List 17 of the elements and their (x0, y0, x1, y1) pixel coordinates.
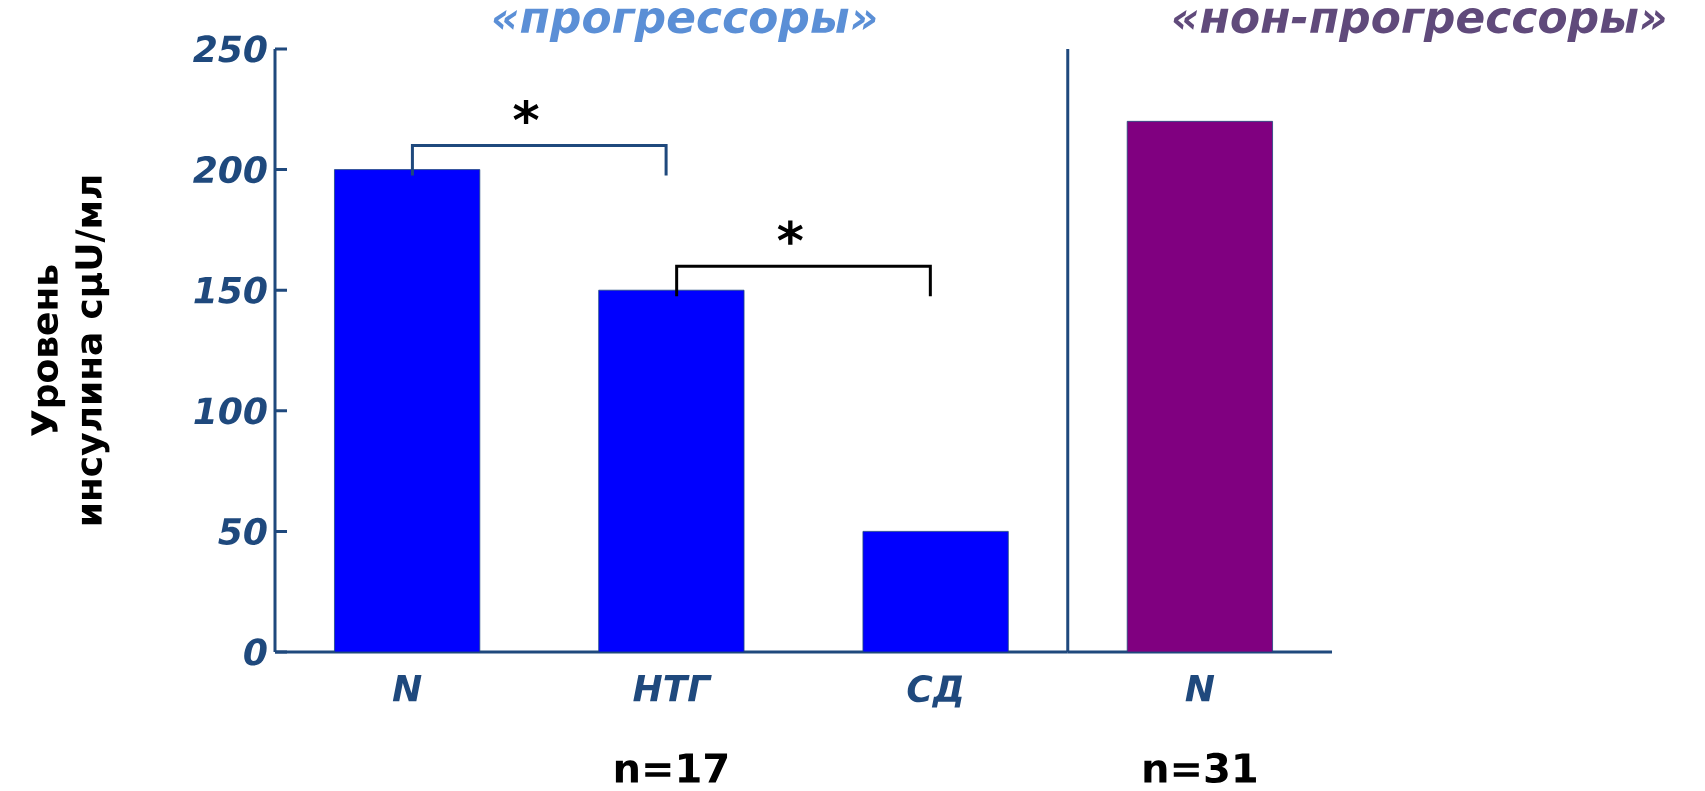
y-tick-label: 200 (193, 155, 267, 184)
annotation: * (777, 220, 803, 245)
y-tick-label: 250 (193, 35, 267, 63)
y-axis-title: Уровень инсулина cμU/мл (31, 176, 110, 525)
x-tick-label: N (1185, 675, 1215, 702)
y-tick-label: 50 (218, 517, 267, 545)
y-tick-label: 100 (194, 397, 267, 425)
text: n=17 (615, 753, 728, 783)
y-tick-label: 0 (244, 638, 267, 666)
x-tick-label: СД (907, 675, 963, 708)
text: «нон-прогрессоры» (1173, 8, 1665, 42)
chart-title: «прогрессоры» (493, 8, 876, 42)
x-tick-label: НТГ (633, 675, 712, 702)
annotation: * (513, 99, 539, 125)
text: n=31 (1144, 752, 1256, 784)
x-tick-label: N (392, 675, 422, 702)
y-tick-label: 150 (194, 276, 267, 304)
